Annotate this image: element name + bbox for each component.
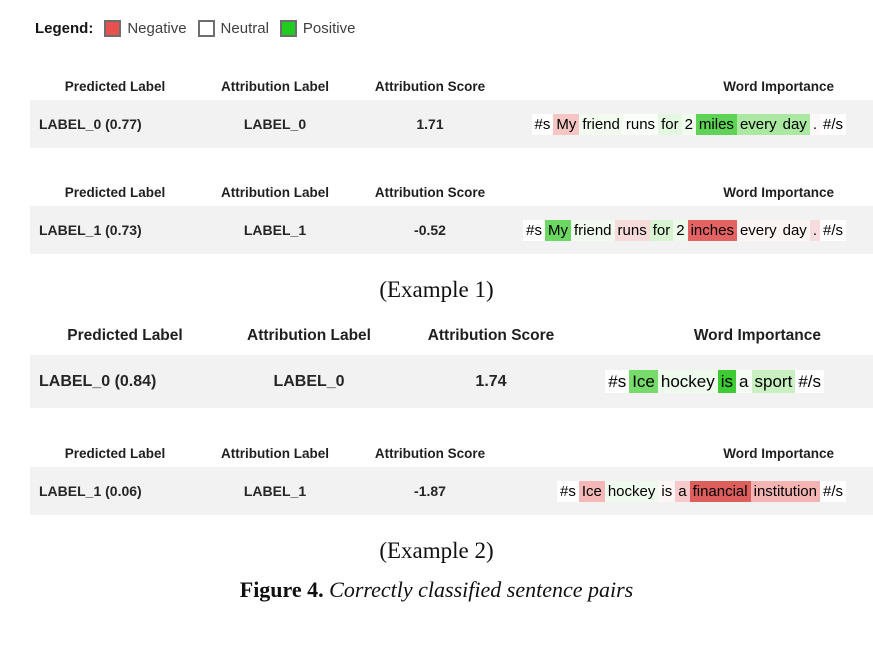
attribution-label-value: LABEL_0 [273, 372, 345, 390]
positive-swatch-icon [279, 20, 297, 37]
word-token: My [553, 113, 580, 135]
word-token: #/s [819, 113, 846, 135]
column-header-attribution-score: Attribution Score [374, 446, 486, 461]
column-header-word-importance: Word Importance [723, 79, 834, 94]
word-token: 2 [673, 219, 688, 241]
figure-number: Figure 4. [239, 577, 324, 602]
word-token: friend [579, 113, 623, 135]
column-header-predicted-label: Predicted Label [64, 79, 166, 94]
column-header-attribution-label: Attribution Label [221, 185, 329, 200]
word-token: every [736, 219, 780, 241]
word-token: for [658, 113, 682, 135]
attribution-table-1: Predicted Label Attribution Label Attrib… [30, 74, 873, 148]
word-token: day [779, 113, 810, 135]
word-importance-tokens: #s Ice hockey is a sport #/s [584, 369, 873, 393]
legend-label-neutral: Neutral [220, 20, 269, 37]
word-token: financial [689, 480, 751, 502]
attribution-table-4: Predicted Label Attribution Label Attrib… [30, 441, 873, 515]
column-header-attribution-score: Attribution Score [427, 327, 555, 344]
attribution-score-value: 1.71 [416, 116, 444, 132]
attribution-score-value: 1.74 [475, 372, 507, 390]
column-header-attribution-label: Attribution Label [221, 446, 329, 461]
word-token: #s [523, 219, 545, 241]
word-token: My [545, 219, 571, 241]
predicted-label-value: LABEL_1 (0.73) [39, 222, 142, 238]
attribution-score-value: -0.52 [414, 222, 446, 238]
table-row: LABEL_1 (0.73) LABEL_1 -0.52 #s My friend r… [30, 206, 873, 254]
word-token: miles [695, 113, 737, 135]
word-token: #s [556, 480, 579, 502]
table-header: Predicted Label Attribution Label Attrib… [30, 180, 873, 200]
word-token: is [717, 369, 737, 393]
word-token: inches [687, 219, 737, 241]
word-token: hockey [604, 480, 659, 502]
column-header-predicted-label: Predicted Label [64, 185, 166, 200]
word-token: runs [614, 219, 650, 241]
column-header-attribution-label: Attribution Label [221, 79, 329, 94]
negative-swatch-icon [104, 20, 122, 37]
predicted-label-value: LABEL_1 (0.06) [39, 483, 142, 499]
word-token: institution [750, 480, 820, 502]
word-token: #/s [819, 480, 846, 502]
column-header-word-importance: Word Importance [693, 327, 821, 344]
word-token: is [658, 480, 676, 502]
attribution-label-value: LABEL_1 [243, 483, 307, 499]
table-row: LABEL_0 (0.84) LABEL_0 1.74 #s Ice hockey i… [30, 355, 873, 408]
word-token: 2 [681, 113, 696, 135]
table-header: Predicted Label Attribution Label Attrib… [30, 322, 873, 345]
column-header-attribution-score: Attribution Score [374, 185, 486, 200]
column-header-word-importance: Word Importance [723, 446, 834, 461]
word-token: day [779, 219, 810, 241]
word-token: hockey [657, 369, 718, 393]
word-importance-tokens: #s My friend runs for 2 miles every day. #/s [510, 113, 873, 135]
column-header-word-importance: Word Importance [723, 185, 834, 200]
column-header-attribution-label: Attribution Label [247, 327, 371, 344]
legend: Legend: Negative Neutral Positive [35, 20, 873, 37]
legend-title: Legend: [35, 20, 94, 37]
table-header: Predicted Label Attribution Label Attrib… [30, 74, 873, 94]
word-token: #s [531, 113, 554, 135]
column-header-predicted-label: Predicted Label [64, 446, 166, 461]
word-token: a [736, 369, 752, 393]
word-token: #/s [795, 369, 824, 393]
word-token: sport [751, 369, 796, 393]
attribution-table-2: Predicted Label Attribution Label Attrib… [30, 180, 873, 254]
legend-label-positive: Positive [302, 20, 356, 37]
word-token: a [675, 480, 690, 502]
example-2-caption: (Example 2) [379, 538, 494, 563]
word-token: #s [605, 369, 630, 393]
attribution-score-value: -1.87 [414, 483, 446, 499]
example-1-caption: (Example 1) [379, 277, 494, 302]
word-importance-tokens: #s Ice hockey is a financial institution #/s [510, 480, 873, 502]
word-token: every [736, 113, 780, 135]
table-row: LABEL_0 (0.77) LABEL_0 1.71 #s My friend ru… [30, 100, 873, 148]
figure-title: Correctly classified sentence pairs [329, 577, 634, 602]
attribution-label-value: LABEL_0 [243, 116, 307, 132]
word-token: . [809, 219, 820, 241]
table-row: LABEL_1 (0.06) LABEL_1 -1.87 #s Ice hockey… [30, 467, 873, 515]
legend-label-negative: Negative [127, 20, 187, 37]
word-token: . [809, 113, 820, 135]
figure-caption: Figure 4. Correctly classified sentence … [0, 577, 873, 603]
attribution-label-value: LABEL_1 [243, 222, 307, 238]
attribution-table-3: Predicted Label Attribution Label Attrib… [30, 322, 873, 408]
word-token: Ice [578, 480, 605, 502]
word-token: #/s [819, 219, 846, 241]
table-header: Predicted Label Attribution Label Attrib… [30, 441, 873, 461]
word-token: friend [571, 219, 615, 241]
column-header-attribution-score: Attribution Score [374, 79, 486, 94]
word-token: Ice [629, 369, 658, 393]
word-token: runs [622, 113, 659, 135]
predicted-label-value: LABEL_0 (0.77) [39, 116, 142, 132]
column-header-predicted-label: Predicted Label [67, 327, 183, 344]
word-token: for [649, 219, 674, 241]
predicted-label-value: LABEL_0 (0.84) [39, 372, 157, 390]
neutral-swatch-icon [197, 20, 215, 37]
word-importance-tokens: #s My friend runs for 2 inches every day. #/s [510, 219, 873, 241]
